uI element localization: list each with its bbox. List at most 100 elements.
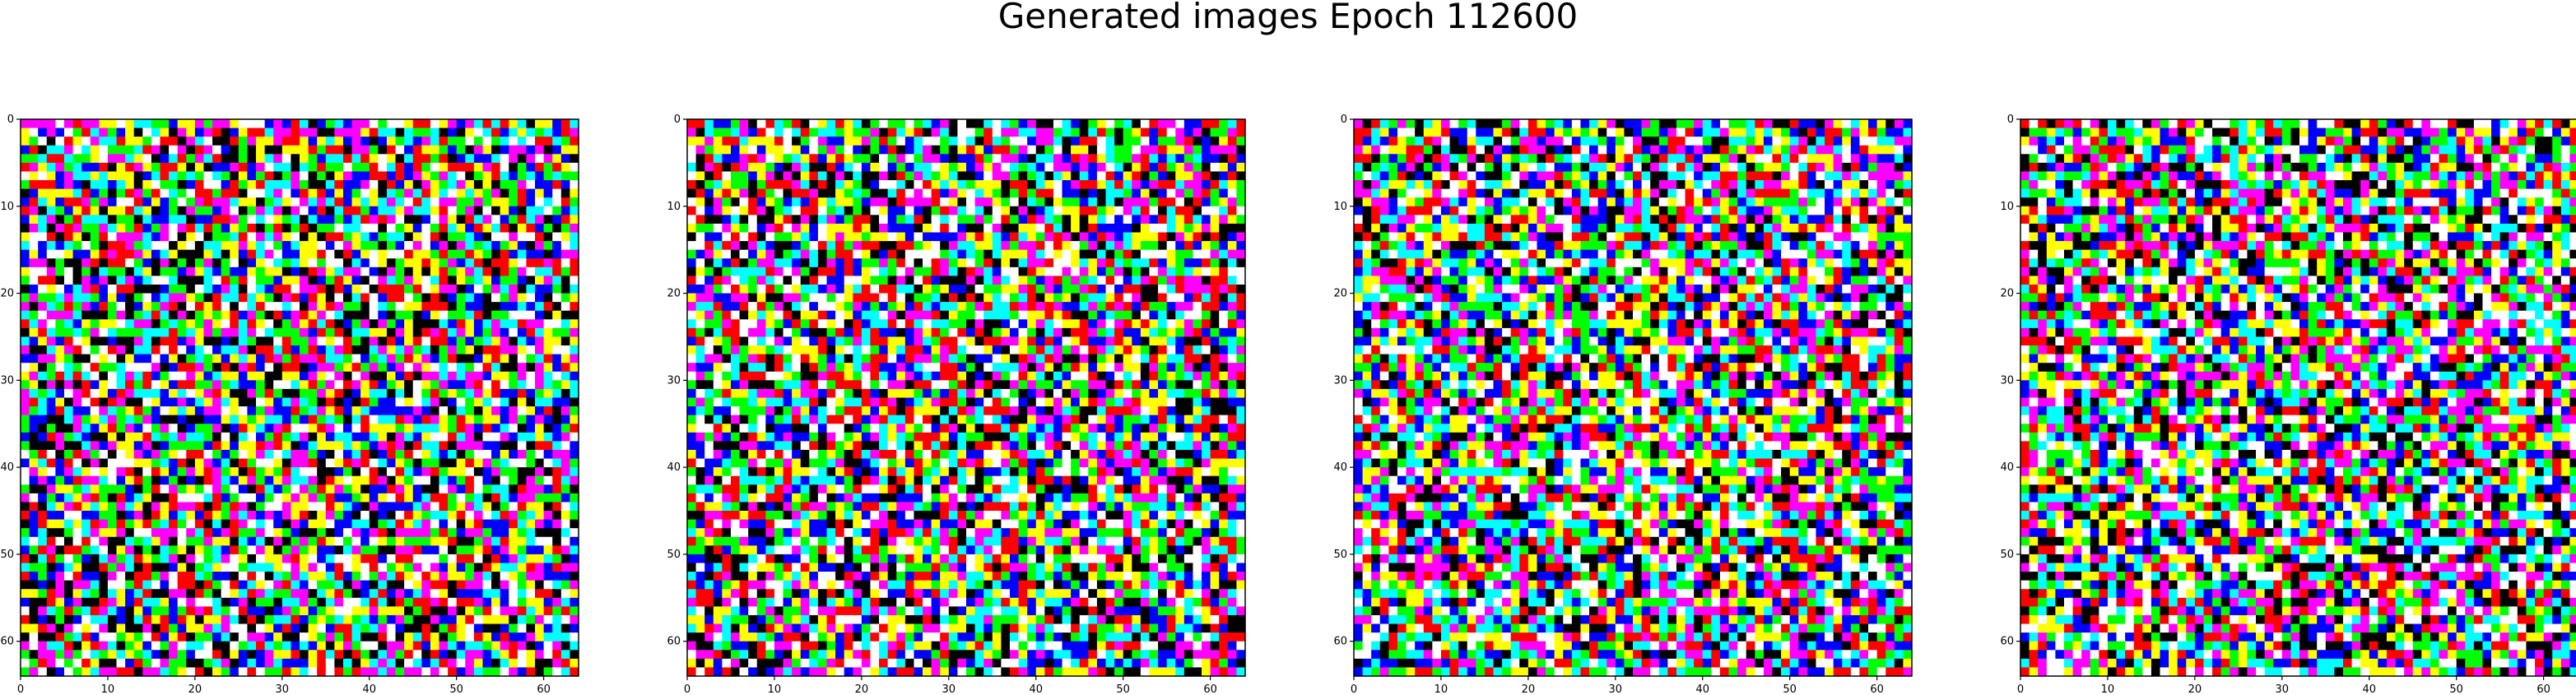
image-pixel	[55, 276, 65, 285]
image-pixel	[765, 197, 775, 207]
image-pixel	[552, 554, 562, 563]
image-pixel	[404, 188, 414, 198]
image-pixel	[456, 397, 466, 407]
image-pixel	[378, 458, 388, 468]
image-pixel	[404, 354, 414, 364]
image-pixel	[21, 641, 30, 651]
image-pixel	[369, 475, 379, 485]
image-pixel	[256, 258, 265, 268]
image-pixel	[378, 658, 388, 668]
image-pixel	[151, 458, 160, 468]
image-pixel	[142, 493, 152, 503]
image-pixel	[570, 162, 579, 172]
image-pixel	[421, 363, 431, 373]
image-pixel	[386, 241, 396, 250]
image-pixel	[264, 554, 274, 563]
image-pixel	[264, 545, 274, 555]
image-pixel	[160, 310, 170, 320]
image-pixel	[300, 197, 309, 207]
image-pixel	[29, 180, 39, 189]
image-pixel	[931, 223, 941, 233]
image-pixel	[465, 188, 475, 198]
image-pixel	[360, 397, 370, 407]
image-pixel	[203, 284, 213, 294]
image-pixel	[90, 623, 100, 633]
image-pixel	[308, 415, 318, 424]
image-pixel	[543, 363, 553, 373]
image-pixel	[212, 345, 221, 354]
image-pixel	[748, 197, 758, 207]
image-pixel	[38, 354, 48, 364]
image-pixel	[308, 206, 318, 215]
image-pixel	[264, 284, 274, 294]
image-pixel	[543, 162, 553, 172]
image-pixel	[63, 415, 73, 424]
image-pixel	[325, 580, 335, 590]
image-pixel	[300, 319, 309, 329]
image-pixel	[90, 441, 100, 451]
image-pixel	[800, 197, 810, 207]
image-pixel	[500, 502, 509, 512]
image-pixel	[983, 137, 993, 146]
image-pixel	[1088, 188, 1098, 198]
image-pixel	[826, 232, 836, 242]
image-pixel	[247, 380, 257, 390]
image-pixel	[526, 667, 536, 677]
image-pixel	[116, 336, 126, 346]
image-pixel	[72, 406, 82, 415]
image-pixel	[448, 206, 457, 215]
image-pixel	[107, 511, 117, 520]
image-pixel	[238, 266, 248, 276]
image-pixel	[1227, 137, 1237, 146]
image-pixel	[543, 258, 553, 268]
image-pixel	[99, 258, 109, 268]
image-pixel	[552, 171, 562, 181]
image-pixel	[342, 327, 352, 337]
image-pixel	[509, 145, 518, 155]
image-pixel	[203, 223, 213, 233]
image-pixel	[430, 162, 439, 172]
image-pixel	[317, 449, 327, 459]
image-pixel	[421, 171, 431, 181]
image-pixel	[439, 310, 449, 320]
image-pixel	[412, 415, 422, 424]
image-pixel	[72, 119, 82, 128]
image-pixel	[177, 667, 187, 677]
image-pixel	[55, 502, 65, 512]
image-pixel	[386, 580, 396, 590]
image-pixel	[264, 363, 274, 373]
image-pixel	[194, 319, 204, 329]
image-pixel	[125, 632, 135, 642]
image-pixel	[160, 232, 170, 242]
image-pixel	[904, 171, 914, 181]
image-pixel	[966, 232, 975, 242]
image-pixel	[99, 502, 109, 512]
image-pixel	[273, 650, 283, 660]
image-pixel	[81, 536, 91, 546]
image-pixel	[81, 493, 91, 503]
image-pixel	[535, 415, 544, 424]
image-pixel	[430, 197, 439, 207]
image-pixel	[448, 171, 457, 181]
image-pixel	[212, 458, 221, 468]
image-pixel	[133, 241, 143, 250]
image-pixel	[473, 572, 483, 581]
image-pixel	[291, 441, 300, 451]
image-pixel	[107, 380, 117, 390]
image-pixel	[160, 528, 170, 538]
image-pixel	[273, 424, 283, 433]
image-pixel	[273, 310, 283, 320]
image-pixel	[230, 197, 239, 207]
image-pixel	[386, 614, 396, 624]
image-pixel	[238, 354, 248, 364]
image-pixel	[107, 475, 117, 485]
image-pixel	[300, 424, 309, 433]
image-pixel	[90, 354, 100, 364]
image-pixel	[509, 197, 518, 207]
image-pixel	[81, 162, 91, 172]
image-pixel	[160, 572, 170, 581]
image-pixel	[351, 180, 361, 189]
image-pixel	[99, 528, 109, 538]
image-pixel	[395, 563, 405, 572]
image-pixel	[765, 162, 775, 172]
